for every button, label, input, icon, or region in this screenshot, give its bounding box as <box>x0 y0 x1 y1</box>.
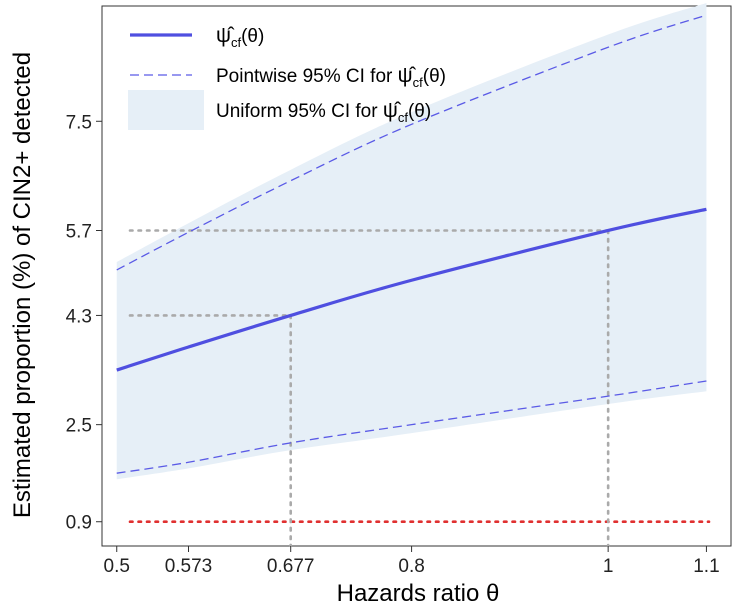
x-tick-label-1: 0.573 <box>165 556 213 577</box>
x-axis-title: Hazards ratio θ <box>337 580 500 607</box>
y-tick-label-1: 2.5 <box>66 416 92 437</box>
legend-uniform-swatch <box>128 90 204 130</box>
legend-pointwise-subscript: cf <box>413 75 424 90</box>
y-tick-label-2: 4.3 <box>66 306 92 327</box>
x-tick-label-5: 1.1 <box>693 556 719 577</box>
x-tick-label-4: 1 <box>603 556 614 577</box>
legend-pointwise-arg: (θ) <box>423 66 446 87</box>
y-tick-label-4: 7.5 <box>66 112 92 133</box>
legend-uniform-psi: ψ̂ <box>383 99 402 122</box>
pointwise-ci-upper-line <box>116 14 707 271</box>
legend-pointwise-psi: ψ̂ <box>398 64 417 87</box>
x-tick-label-0: 0.5 <box>104 556 130 577</box>
legend-uniform-prefix: Uniform 95% CI for <box>216 101 383 122</box>
y-tick-label-0: 0.9 <box>66 513 92 534</box>
x-tick-label-2: 0.677 <box>267 556 315 577</box>
y-tick-label-3: 5.7 <box>66 221 92 242</box>
legend-uniform-subscript: cf <box>398 110 409 125</box>
legend-uniform-arg: (θ) <box>408 101 431 122</box>
legend-pointwise-prefix: Pointwise 95% CI for <box>216 66 398 87</box>
axis-layer: 0.5 0.573 0.677 0.8 1 1.1 0.9 2.5 4.3 5.7 7.5 <box>66 112 720 577</box>
x-tick-label-3: 0.8 <box>398 556 424 577</box>
legend-estimate-label: ψ̂cf(θ) <box>216 24 264 50</box>
uniform-ci-band <box>116 2 707 480</box>
legend: ψ̂cf(θ) Pointwise 95% CI for ψ̂cf(θ) Uni… <box>128 24 446 130</box>
reference-lines-layer <box>128 229 711 548</box>
y-axis-title: Estimated proportion (%) of CIN2+ detect… <box>9 52 36 518</box>
pointwise-ci-lower-line <box>116 380 707 474</box>
legend-uniform-label: Uniform 95% CI for ψ̂cf(θ) <box>216 99 431 125</box>
series-layer <box>116 14 707 474</box>
uniform-ci-band-layer <box>116 2 707 480</box>
legend-estimate-subscript: cf <box>231 35 242 50</box>
estimate-line <box>116 207 707 372</box>
legend-estimate-psi: ψ̂ <box>216 24 235 47</box>
legend-pointwise-label: Pointwise 95% CI for ψ̂cf(θ) <box>216 64 446 90</box>
legend-estimate-arg: (θ) <box>241 26 264 47</box>
